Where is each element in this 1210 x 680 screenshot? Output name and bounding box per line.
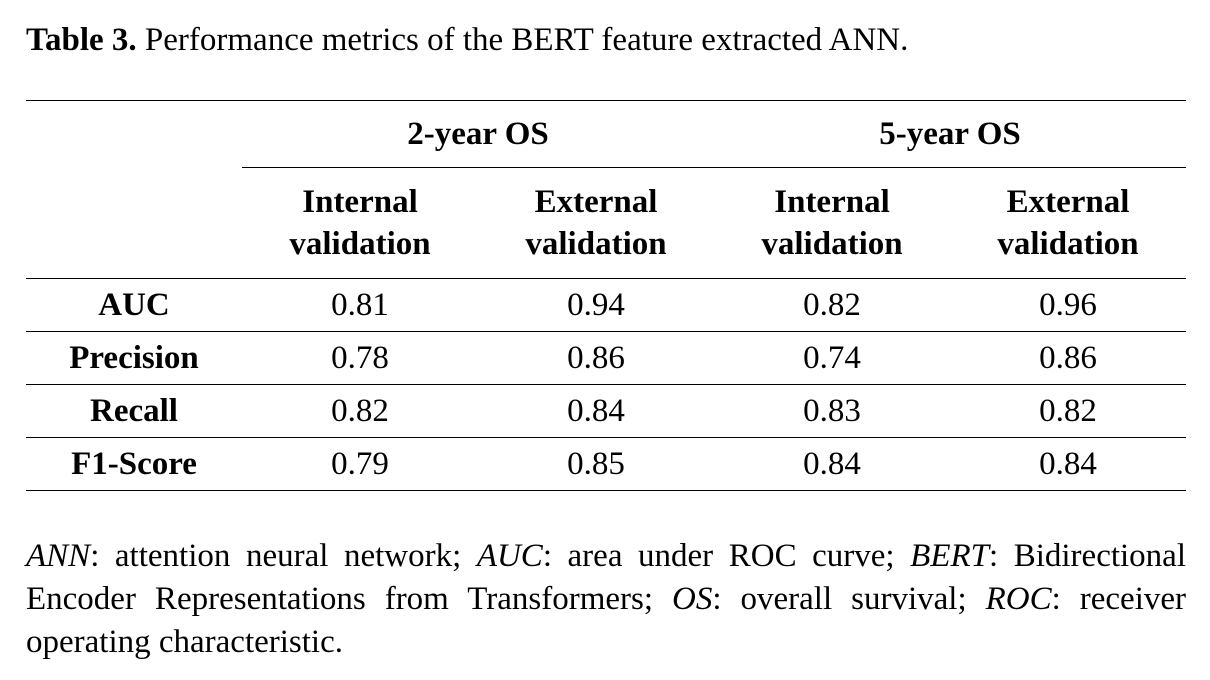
footnote-def: : area under ROC curve; [542,538,911,574]
row-label: AUC [26,278,242,332]
metrics-table: 2-year OS 5-year OS Internal validation E… [26,100,1186,491]
subheader-line2: validation [761,226,903,262]
table-cell: 0.82 [714,278,950,332]
row-label: Precision [26,331,242,385]
metrics-table-container: 2-year OS 5-year OS Internal validation E… [26,100,1186,491]
table-row-auc: AUC 0.81 0.94 0.82 0.96 [26,278,1186,332]
table-row-precision: Precision 0.78 0.86 0.74 0.86 [26,331,1186,385]
footnote-def: : overall survival; [712,581,986,617]
table-row-recall: Recall 0.82 0.84 0.83 0.82 [26,384,1186,438]
table-cell: 0.84 [714,437,950,491]
table-cell: 0.81 [242,278,478,332]
footnote-def: : Bidirectional Encoder Representations … [26,538,1186,617]
table-cell: 0.84 [950,437,1186,491]
subheader-line1: External [1006,184,1130,220]
subheader-line2: validation [997,226,1139,262]
footnote-abbr: BERT [910,538,989,574]
table-caption: Table 3. Performance metrics of the BERT… [26,18,908,62]
table-cell: 0.82 [242,384,478,438]
table-caption-label: Table 3. [26,22,137,58]
group-header-5-year: 5-year OS [714,100,1186,168]
group-header-row: 2-year OS 5-year OS [26,100,1186,168]
table-footnote: ANN: attention neural network; AUC: area… [26,535,1186,664]
table-cell: 0.86 [478,331,714,385]
subheader-line1: Internal [774,184,890,220]
table-cell: 0.74 [714,331,950,385]
row-label: Recall [26,384,242,438]
footnote-abbr: AUC [476,538,543,574]
footnote-abbr: OS [672,581,713,617]
footnote-abbr: ROC [985,581,1052,617]
row-label: F1-Score [26,437,242,491]
subheader-empty-cell [26,167,242,279]
table-cell: 0.94 [478,278,714,332]
table-cell: 0.83 [714,384,950,438]
table-cell: 0.79 [242,437,478,491]
subheader-cell: External validation [950,167,1186,279]
table-cell: 0.82 [950,384,1186,438]
footnote-def: : receiver operating characteristic. [26,581,1187,660]
subheader-line1: External [534,184,658,220]
table-caption-text: Performance metrics of the BERT feature … [136,22,909,58]
table-cell: 0.86 [950,331,1186,385]
table-cell: 0.84 [478,384,714,438]
subheader-line1: Internal [302,184,418,220]
subheader-row: Internal validation External validation In… [26,167,1186,279]
table-row-f1-score: F1-Score 0.79 0.85 0.84 0.84 [26,437,1186,491]
subheader-line2: validation [289,226,431,262]
table-cell: 0.85 [478,437,714,491]
corner-cell [26,100,242,168]
subheader-cell: Internal validation [242,167,478,279]
table-cell: 0.96 [950,278,1186,332]
group-header-2-year: 2-year OS [242,100,714,168]
subheader-cell: Internal validation [714,167,950,279]
table-cell: 0.78 [242,331,478,385]
footnote-abbr: ANN [26,538,91,574]
subheader-line2: validation [525,226,667,262]
footnote-def: : attention neural network; [90,538,477,574]
subheader-cell: External validation [478,167,714,279]
